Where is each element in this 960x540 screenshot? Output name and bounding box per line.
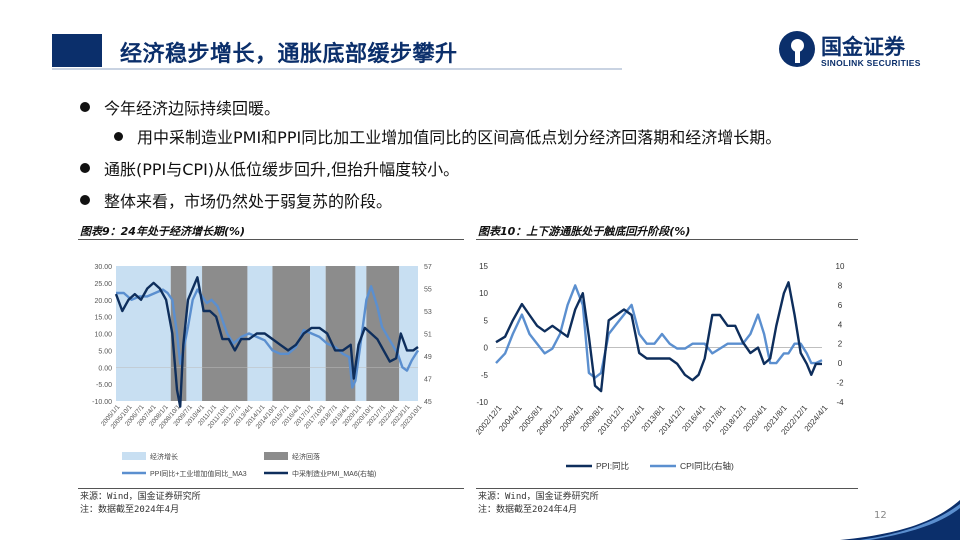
y-right-tick-label: 57: [424, 264, 432, 271]
figure9-chart: 30.00 25.00 20.00 15.00 10.00 5.00 0.00 -5.00 -1…: [92, 264, 432, 478]
y-left-tick-label: 0: [484, 344, 489, 353]
legend-decline-label: 经济回落: [292, 452, 320, 461]
y-left-tick-label: 10: [479, 289, 488, 298]
decline-period-band: [202, 266, 248, 401]
y-left-tick-label: 30.00: [94, 264, 112, 271]
bullet-text: 今年经济边际持续回暖。: [104, 99, 281, 118]
figure10-source: 来源：Wind，国金证券研究所: [478, 492, 599, 502]
legend-series1-label: PPI:同比: [596, 461, 629, 471]
logo-mark-icon: [779, 31, 815, 67]
y-right-tick-label: -2: [836, 379, 844, 388]
corner-swoosh-decoration: [840, 500, 960, 540]
bullet-item: 通胀(PPI与CPI)从低位缓步回升,但抬升幅度较小。: [80, 156, 459, 180]
figure9-heading: 图表9：24年处于经济增长期(%): [80, 225, 246, 238]
title-underline: [52, 68, 622, 70]
legend-series2-label: 中采制造业PMI_MA6(右轴): [292, 469, 376, 478]
y-left-tick-label: -5.00: [96, 382, 112, 389]
page-number: 12: [874, 510, 887, 521]
y-right-tick-label: 2: [838, 340, 843, 349]
y-left-tick-label: -10: [476, 398, 488, 407]
bullet-item: 整体来看，市场仍然处于弱复苏的阶段。: [80, 188, 392, 212]
figure10-bottom-rule: [476, 488, 858, 489]
y-left-tick-label: 20.00: [94, 298, 112, 305]
bullet-dot-icon: [114, 131, 123, 141]
y-right-tick-label: 8: [838, 281, 843, 290]
y-left-tick-label: 0.00: [98, 365, 112, 372]
figure9-source: 来源：Wind，国金证券研究所: [80, 492, 201, 502]
y-left-tick-label: 10.00: [94, 332, 112, 339]
y-right-tick-label: 6: [838, 301, 843, 310]
series-pmi-line: [114, 276, 419, 408]
legend-growth-swatch: [122, 452, 146, 460]
y-right-tick-label: 51: [424, 332, 432, 339]
figure10-heading: 图表10：上下游通胀处于触底回升阶段(%): [478, 225, 691, 238]
figure9-note: 注：数据截至2024年4月: [80, 505, 180, 515]
y-right-tick-label: -4: [836, 398, 844, 407]
page-title: 经济稳步增长，通胀底部缓步攀升: [120, 42, 458, 67]
title-accent-block: [52, 34, 102, 67]
x-tick-label: 2002/12/1: [476, 403, 504, 436]
legend-series1-label: PPI同比+工业增加值同比_MA3: [150, 469, 247, 478]
figure10-chart: 151050-5-101086420-2-42002/12/12004/4/12…: [476, 262, 845, 471]
series-cpi-line: [495, 284, 823, 379]
y-right-tick-label: 47: [424, 377, 432, 384]
legend-series2-label: CPI同比(右轴): [680, 461, 734, 471]
y-left-tick-label: 15.00: [94, 315, 112, 322]
bullet-dot-icon: [80, 102, 90, 112]
y-left-tick-label: -5: [481, 371, 489, 380]
legend-decline-swatch: [264, 452, 288, 460]
y-right-tick-label: 0: [838, 359, 843, 368]
figure10-note: 注：数据截至2024年4月: [478, 505, 578, 515]
y-left-tick-label: 25.00: [94, 281, 112, 288]
y-right-tick-label: 49: [424, 354, 432, 361]
company-logo: 国金证券 SINOLINK SECURITIES: [779, 31, 944, 71]
y-left-tick-label: -10.00: [92, 399, 112, 406]
y-right-tick-label: 45: [424, 399, 432, 406]
series-ppi-line: [495, 281, 822, 393]
bullet-dot-icon: [80, 195, 90, 205]
legend-growth-label: 经济增长: [150, 452, 178, 461]
y-right-tick-label: 10: [836, 262, 845, 271]
series-ppi-plus-industrial-line: [116, 285, 420, 389]
y-left-tick-label: 5.00: [98, 348, 112, 355]
y-left-tick-label: 15: [479, 262, 488, 271]
logo-text-cn: 国金证券: [821, 35, 905, 59]
figure10-top-rule: [476, 239, 858, 240]
bullet-text: 通胀(PPI与CPI)从低位缓步回升,但抬升幅度较小。: [104, 160, 460, 179]
growth-period-band: [116, 266, 171, 401]
logo-text-en: SINOLINK SECURITIES: [821, 58, 921, 68]
y-right-tick-label: 53: [424, 309, 432, 316]
bullet-dot-icon: [80, 163, 90, 173]
figure9-bottom-rule: [78, 488, 464, 489]
y-right-tick-label: 55: [424, 287, 432, 294]
bullet-item: 今年经济边际持续回暖。: [80, 95, 280, 119]
bullet-text: 用中采制造业PMI和PPI同比加工业增加值同比的区间高低点划分经济回落期和经济增…: [137, 128, 782, 147]
y-right-tick-label: 4: [838, 320, 843, 329]
figure9-top-rule: [78, 239, 464, 240]
bullet-text: 整体来看，市场仍然处于弱复苏的阶段。: [104, 192, 393, 211]
sub-bullet-item: 用中采制造业PMI和PPI同比加工业增加值同比的区间高低点划分经济回落期和经济增…: [114, 124, 781, 148]
y-left-tick-label: 5: [484, 316, 489, 325]
